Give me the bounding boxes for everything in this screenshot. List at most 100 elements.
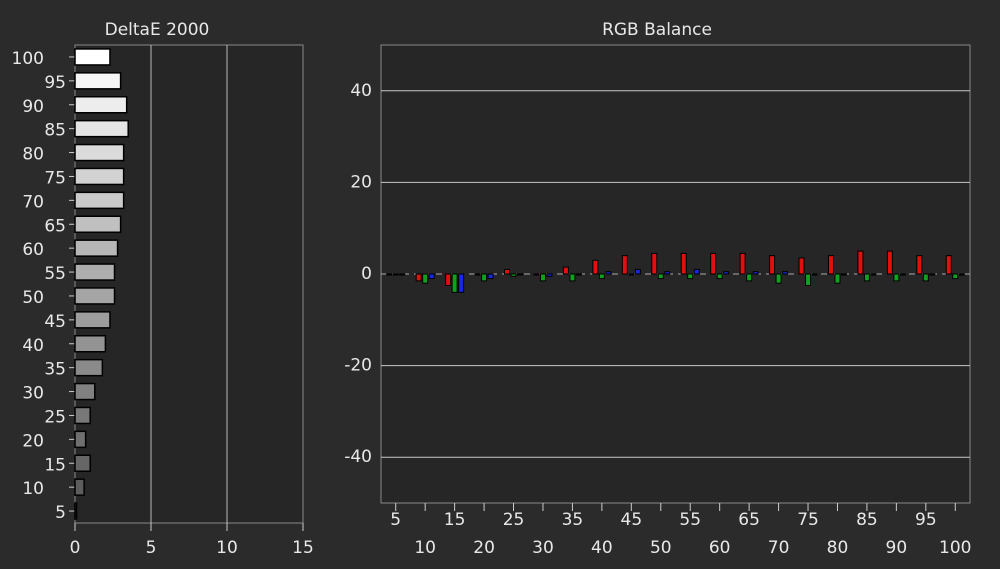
- y-tick-label: 0: [361, 264, 372, 284]
- x-tick-label: 65: [738, 510, 760, 530]
- x-tick-label: 80: [827, 538, 849, 558]
- x-tick-label: 10: [414, 538, 436, 558]
- x-tick-label: 90: [886, 538, 908, 558]
- bar: [752, 271, 759, 275]
- bar: [798, 257, 805, 275]
- bar: [922, 273, 929, 282]
- y-tick-label: 70: [22, 192, 44, 212]
- y-tick-label: 75: [44, 168, 66, 188]
- bar: [510, 273, 517, 277]
- bar: [74, 454, 91, 472]
- bar: [840, 273, 847, 276]
- y-tick-label: 40: [22, 336, 44, 356]
- bar: [74, 191, 125, 210]
- bar: [546, 273, 553, 277]
- bar: [504, 268, 511, 275]
- x-tick-label: 45: [621, 510, 643, 530]
- bar: [834, 273, 841, 284]
- bar: [723, 271, 730, 275]
- bar: [575, 273, 582, 276]
- bar: [451, 273, 458, 293]
- bar: [958, 273, 965, 276]
- bar: [664, 271, 671, 275]
- bar: [74, 358, 104, 377]
- bar: [634, 268, 641, 275]
- bar: [422, 273, 429, 284]
- bar: [74, 287, 116, 305]
- bar: [775, 273, 782, 284]
- bar: [886, 250, 893, 275]
- bar: [811, 273, 818, 276]
- x-tick-label: 20: [473, 538, 495, 558]
- bar: [863, 273, 870, 282]
- y-tick-label: 85: [44, 121, 66, 141]
- bar: [74, 72, 122, 90]
- bar: [680, 252, 687, 275]
- bar: [746, 273, 753, 282]
- bar: [74, 48, 111, 66]
- y-tick-label: 10: [22, 479, 44, 499]
- bar: [474, 273, 481, 276]
- bar: [739, 252, 746, 275]
- bar: [74, 119, 129, 138]
- bar: [386, 273, 393, 276]
- bar: [621, 255, 628, 275]
- y-tick-label: 35: [44, 360, 66, 380]
- x-tick-label: 35: [562, 510, 584, 530]
- x-tick-label: 30: [532, 538, 554, 558]
- bar: [74, 335, 107, 353]
- x-tick-label: 85: [856, 510, 878, 530]
- x-tick-label: 0: [70, 538, 81, 558]
- bar: [74, 167, 125, 186]
- y-tick-label: 20: [22, 431, 44, 451]
- bar: [929, 273, 936, 276]
- bar: [481, 273, 488, 282]
- bar: [569, 273, 576, 282]
- bar: [592, 259, 599, 275]
- y-tick-label: 65: [44, 216, 66, 236]
- bar: [74, 96, 128, 114]
- bar: [769, 255, 776, 275]
- y-tick-label: 90: [22, 97, 44, 117]
- bar: [562, 266, 569, 275]
- plot-area: [74, 44, 304, 524]
- x-tick-label: 15: [292, 538, 314, 558]
- x-tick-label: 40: [591, 538, 613, 558]
- y-tick-label: -20: [344, 356, 372, 376]
- bar: [693, 268, 700, 275]
- bar: [74, 143, 125, 162]
- bar: [487, 273, 494, 280]
- x-tick-label: 75: [797, 510, 819, 530]
- x-tick-label: 25: [503, 510, 525, 530]
- bar: [899, 273, 906, 276]
- bar: [399, 273, 406, 276]
- chart-title: DeltaE 2000: [105, 20, 210, 40]
- x-tick-label: 10: [216, 538, 238, 558]
- bar: [827, 255, 834, 275]
- bar: [916, 255, 923, 275]
- bar: [857, 250, 864, 275]
- y-tick-label: 5: [55, 503, 66, 523]
- bar: [74, 263, 116, 281]
- bar: [74, 239, 119, 257]
- bar: [415, 273, 422, 282]
- x-tick-label: 100: [939, 538, 971, 558]
- x-tick-label: 5: [146, 538, 157, 558]
- bar: [445, 273, 452, 286]
- bar: [805, 273, 812, 286]
- bar: [74, 406, 91, 425]
- y-tick-label: 80: [22, 145, 44, 165]
- y-tick-label: 20: [350, 172, 372, 192]
- bar: [74, 311, 111, 329]
- y-tick-label: 50: [22, 288, 44, 308]
- bar: [782, 271, 789, 275]
- bar: [74, 430, 87, 449]
- bar: [533, 273, 540, 276]
- x-tick-label: 70: [768, 538, 790, 558]
- chart-title: RGB Balance: [602, 20, 712, 40]
- bar: [74, 382, 96, 401]
- bar: [952, 273, 959, 280]
- y-tick-label: 15: [44, 455, 66, 475]
